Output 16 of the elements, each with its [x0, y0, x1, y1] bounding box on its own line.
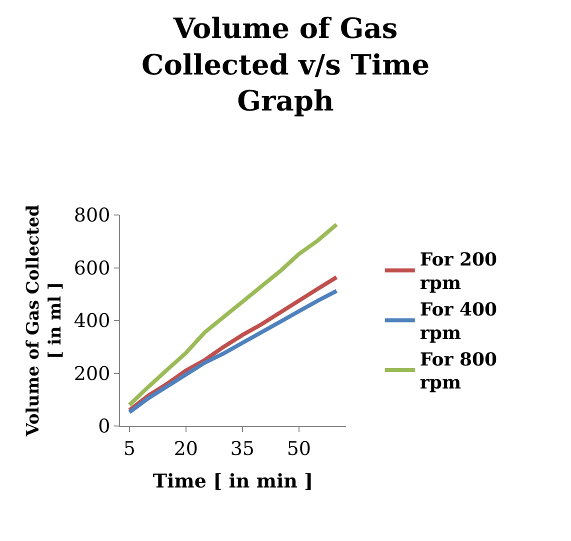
x-axis-title: Time [ in min ]	[152, 470, 314, 493]
x-tick-label: 50	[286, 438, 312, 460]
y-tick-label: 0	[98, 416, 110, 438]
y-tick-label: 800	[74, 204, 110, 227]
legend-label: For 800 rpm	[420, 349, 498, 394]
y-tick-label: 200	[74, 362, 110, 385]
x-tick-label: 35	[230, 438, 255, 460]
chart-title: Volume of Gas Collected v/s Time Graph	[141, 12, 430, 118]
legend-label: For 400 rpm	[420, 300, 498, 344]
x-tick-label: 20	[174, 438, 198, 460]
x-tick-label: 5	[123, 438, 136, 460]
line-series	[127, 222, 339, 407]
y-axis-title: Volume of Gas Collected [ in ml ]	[23, 204, 66, 438]
y-tick-label: 400	[74, 310, 110, 332]
legend-label: For 200 rpm	[420, 250, 498, 294]
y-tick-label: 600	[74, 257, 110, 280]
